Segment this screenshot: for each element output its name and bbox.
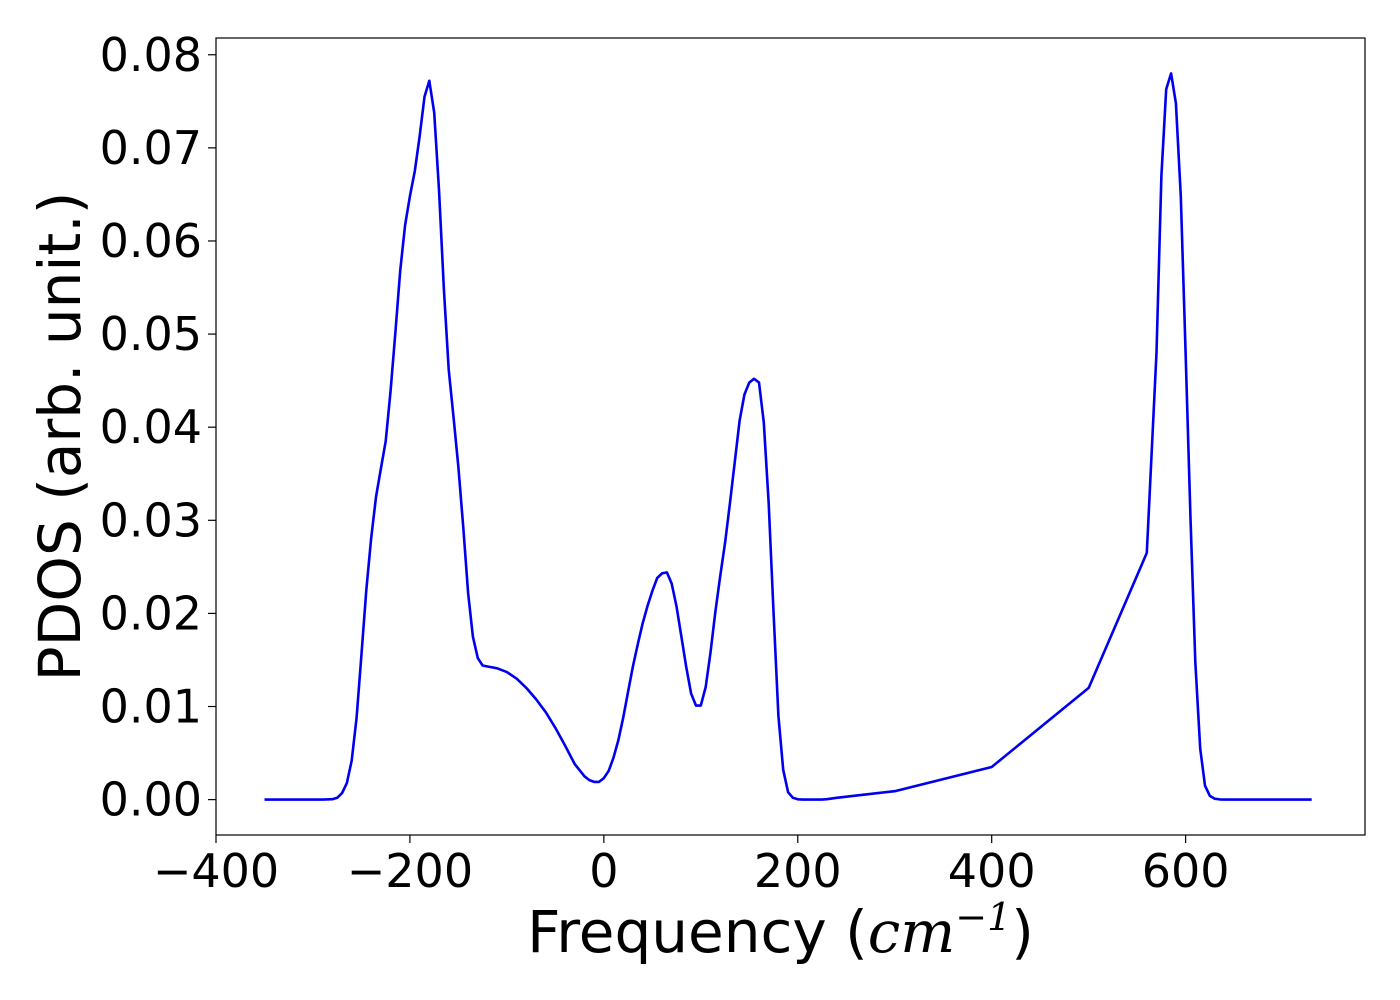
pdos-series-line (264, 72, 1312, 801)
y-tick-label: 0.07 (100, 121, 202, 175)
plot-area (264, 72, 1312, 801)
x-tick-label: 600 (1142, 844, 1230, 898)
x-axis-title-close: ) (1011, 898, 1034, 966)
y-tick-label: 0.05 (100, 307, 202, 361)
y-tick-label: 0.06 (100, 214, 202, 268)
axes-frame (215, 37, 1366, 836)
y-axis-title: PDOS (arb. unit.) (26, 192, 94, 682)
x-tick-label: −200 (347, 844, 473, 898)
x-tick-label: 0 (589, 844, 618, 898)
x-tick-label: 400 (948, 844, 1036, 898)
x-tick-label: 200 (754, 844, 842, 898)
tick-layer: −400 −200 0 200 400 600 0.00 0.01 0.02 0.03 0.04 0.… (100, 28, 1230, 898)
x-axis-title-text: Frequency ( (527, 898, 868, 966)
y-tick-label: 0.02 (100, 586, 202, 640)
y-tick-label: 0.04 (100, 400, 202, 454)
x-axis-title-exponent: −1 (955, 895, 1011, 939)
x-axis-title-unit: cm (868, 898, 955, 966)
x-axis-title: Frequency (cm−1) (527, 895, 1034, 966)
x-tick-label: −400 (153, 844, 279, 898)
y-tick-label: 0.08 (100, 28, 202, 82)
y-tick-label: 0.01 (100, 680, 202, 734)
y-tick-label: 0.03 (100, 493, 202, 547)
y-tick-label: 0.00 (100, 773, 202, 827)
